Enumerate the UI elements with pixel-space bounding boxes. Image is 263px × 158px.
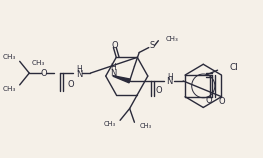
Text: O: O [68,80,74,89]
Text: CH₃: CH₃ [2,54,16,60]
Text: CH₃: CH₃ [103,121,115,127]
Polygon shape [113,76,130,83]
Text: N: N [110,69,117,78]
Text: O: O [40,69,47,78]
Text: O: O [111,41,118,50]
Text: H: H [167,73,173,82]
Text: CH₃: CH₃ [31,60,44,66]
Text: O: O [219,97,225,106]
Text: N: N [167,77,173,86]
Text: Cl: Cl [229,63,238,72]
Text: O: O [155,86,162,95]
Text: S: S [150,41,155,50]
Text: H: H [76,65,82,74]
Text: H: H [110,63,116,72]
Text: N: N [76,70,82,79]
Text: CH₃: CH₃ [2,86,16,92]
Text: CH₃: CH₃ [166,36,179,42]
Text: O: O [206,96,212,105]
Text: CH₃: CH₃ [139,123,151,129]
